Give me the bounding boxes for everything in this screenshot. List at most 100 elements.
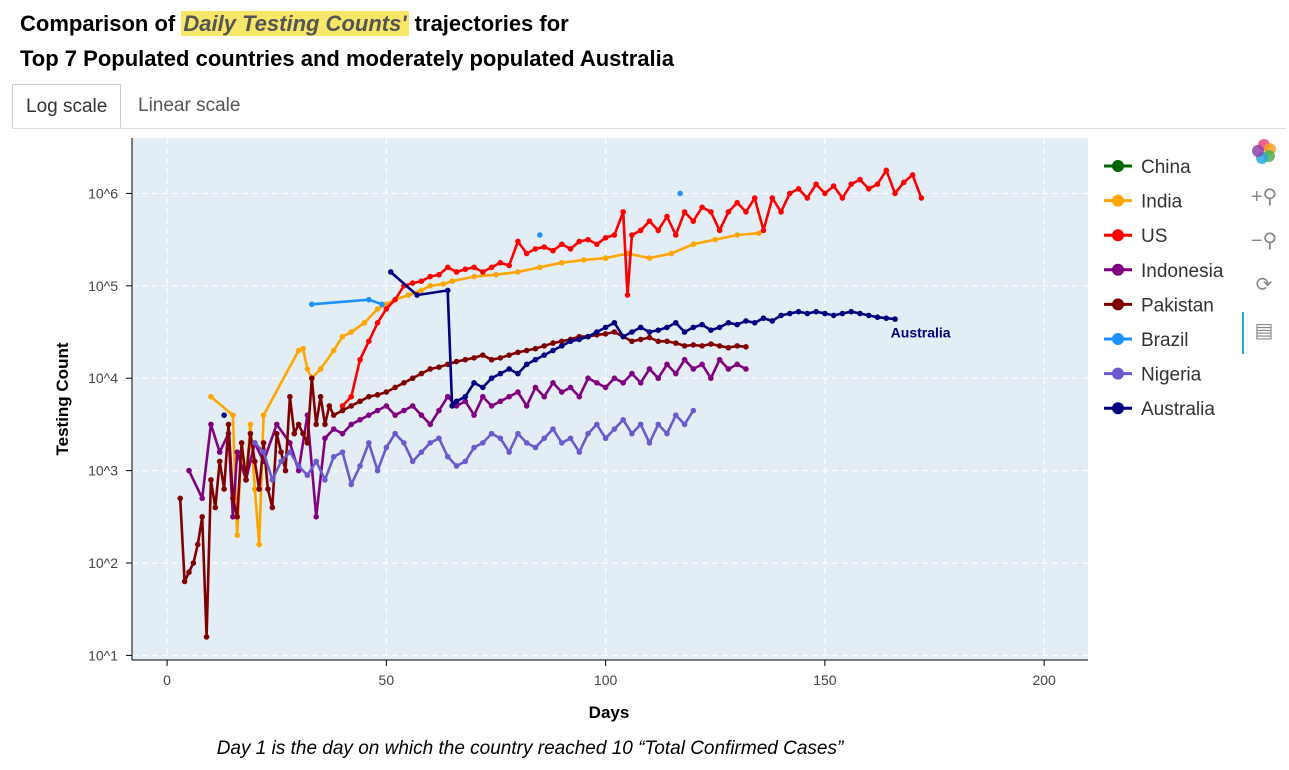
data-point <box>256 486 262 492</box>
data-point <box>523 361 530 368</box>
data-point <box>865 186 872 192</box>
data-point <box>251 458 258 465</box>
data-point <box>366 338 372 345</box>
data-point <box>839 195 846 201</box>
data-point <box>234 513 241 520</box>
data-point <box>585 236 591 243</box>
data-point <box>453 398 460 405</box>
data-point <box>822 190 828 197</box>
data-point <box>734 199 740 206</box>
data-point <box>523 250 530 257</box>
data-point <box>221 486 227 492</box>
legend-label: Indonesia <box>1141 261 1224 282</box>
tab-log-scale[interactable]: Log scale <box>12 84 122 128</box>
data-point <box>672 319 679 326</box>
data-point <box>822 310 828 317</box>
bokeh-logo-icon[interactable] <box>1244 136 1284 166</box>
reset-icon[interactable]: ⟳ <box>1255 274 1273 296</box>
data-point <box>497 435 504 442</box>
data-point <box>427 366 434 372</box>
data-point <box>330 453 337 460</box>
data-point <box>585 430 591 437</box>
legend-item-indonesia[interactable]: Indonesia <box>1104 261 1224 282</box>
data-point <box>444 393 451 400</box>
data-point <box>471 444 477 451</box>
hover-tooltip-icon[interactable]: ▤ <box>1254 320 1274 342</box>
data-point <box>558 343 565 349</box>
data-point <box>655 227 662 234</box>
data-point <box>725 344 732 351</box>
legend-item-brazil[interactable]: Brazil <box>1104 330 1189 351</box>
data-point <box>594 380 600 386</box>
data-point <box>655 421 662 428</box>
y-tick-label: 10^1 <box>88 647 118 663</box>
data-point <box>550 247 556 254</box>
data-point <box>348 329 355 335</box>
data-point <box>199 513 205 520</box>
data-point <box>857 310 863 317</box>
legend-label: Brazil <box>1141 330 1189 351</box>
legend-item-india[interactable]: India <box>1104 192 1183 213</box>
data-point <box>725 366 732 372</box>
series-pakistan <box>177 329 749 640</box>
data-point <box>392 430 398 437</box>
data-point <box>234 449 241 455</box>
tab-linear-scale[interactable]: Linear scale <box>138 95 241 116</box>
data-point <box>637 380 644 386</box>
legend-item-china[interactable]: China <box>1104 157 1191 178</box>
data-point <box>558 338 565 345</box>
data-point <box>374 319 381 326</box>
data-point <box>374 407 381 414</box>
data-point <box>848 308 854 315</box>
title-highlight: Daily Testing Counts' <box>181 11 409 36</box>
legend-item-australia[interactable]: Australia <box>1104 399 1215 420</box>
data-point <box>273 421 280 428</box>
data-point <box>515 389 521 395</box>
data-point <box>453 358 460 365</box>
data-point <box>488 430 495 437</box>
chart-title: Comparison of Daily Testing Counts' traj… <box>20 6 674 76</box>
zoom-in-icon[interactable]: +⚲ <box>1250 186 1278 208</box>
data-point <box>550 380 556 386</box>
data-point <box>629 370 635 377</box>
data-point <box>313 513 319 520</box>
data-point <box>515 370 521 377</box>
data-point <box>339 403 346 409</box>
data-point <box>716 227 723 234</box>
data-point <box>743 209 749 215</box>
chart-svg[interactable]: 0 50 100 150 200 10^1 10^2 10^3 10^4 10^5 10^6 Days… <box>0 0 1240 730</box>
data-point <box>865 312 872 319</box>
legend-item-pakistan[interactable]: Pakistan <box>1104 295 1214 316</box>
data-point <box>558 440 565 446</box>
legend-marker <box>1112 160 1124 172</box>
data-point <box>392 384 398 391</box>
data-point <box>602 324 609 331</box>
data-point <box>523 403 530 409</box>
title-line-1: Comparison of Daily Testing Counts' traj… <box>20 6 674 41</box>
data-point <box>348 393 355 400</box>
data-point <box>418 370 425 377</box>
data-point <box>304 440 311 446</box>
data-point <box>273 430 280 437</box>
data-point <box>550 347 556 354</box>
data-point <box>611 426 618 432</box>
legend-marker <box>1112 333 1124 345</box>
data-point <box>620 209 626 215</box>
data-point <box>234 532 241 539</box>
data-point <box>813 308 819 315</box>
data-point <box>471 355 477 361</box>
data-point <box>567 384 574 391</box>
data-point <box>339 407 346 414</box>
legend-marker <box>1112 263 1124 276</box>
data-point <box>251 486 258 492</box>
data-point <box>892 190 898 197</box>
x-tick-label: 0 <box>163 672 171 688</box>
data-point <box>743 344 749 350</box>
data-point <box>672 340 679 346</box>
data-point <box>260 449 267 455</box>
legend-item-us[interactable]: US <box>1104 226 1167 247</box>
zoom-out-icon[interactable]: −⚲ <box>1250 230 1278 252</box>
data-point <box>506 393 512 400</box>
data-point <box>611 329 618 335</box>
legend-item-nigeria[interactable]: Nigeria <box>1104 365 1202 386</box>
